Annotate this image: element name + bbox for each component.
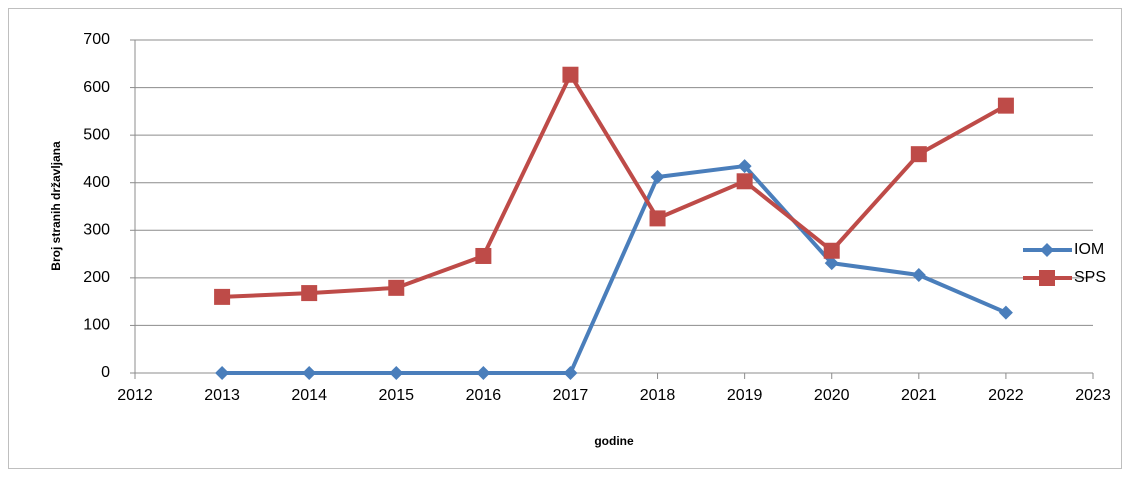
x-tick-label: 2022 xyxy=(988,387,1024,404)
x-tick-label: 2013 xyxy=(204,387,240,404)
marker xyxy=(302,366,317,380)
marker xyxy=(649,210,666,227)
series-line xyxy=(222,164,1007,375)
y-tick-label: 700 xyxy=(83,31,110,48)
marker xyxy=(823,242,840,259)
x-tick-label: 2016 xyxy=(466,387,502,404)
marker xyxy=(389,366,404,380)
y-tick-label: 300 xyxy=(83,222,110,239)
marker xyxy=(563,366,578,380)
x-tick-label: 2021 xyxy=(901,387,937,404)
marker xyxy=(215,366,230,380)
marker xyxy=(824,256,839,271)
x-axis-title: godine xyxy=(594,434,634,448)
marker xyxy=(650,170,665,185)
marker xyxy=(737,159,752,174)
x-tick-label: 2012 xyxy=(117,387,153,404)
y-tick-label: 0 xyxy=(101,364,110,381)
marker xyxy=(998,305,1013,320)
marker xyxy=(736,173,753,190)
y-tick-label: 100 xyxy=(83,317,110,334)
marker xyxy=(910,146,927,163)
marker xyxy=(1040,243,1054,257)
y-axis-title: Broj stranih državljana xyxy=(49,141,63,271)
marker xyxy=(475,247,492,264)
x-tick-label: 2023 xyxy=(1075,387,1111,404)
legend-label: IOM xyxy=(1074,241,1104,258)
x-tick-label: 2014 xyxy=(291,387,327,404)
marker xyxy=(911,268,926,283)
y-tick-label: 400 xyxy=(83,174,110,191)
x-tick-label: 2020 xyxy=(814,387,850,404)
y-tick-label: 500 xyxy=(83,126,110,143)
marker xyxy=(388,279,405,296)
x-tick-label: 2018 xyxy=(640,387,676,404)
series-line xyxy=(222,72,1007,299)
x-tick-label: 2017 xyxy=(553,387,589,404)
x-tick-label: 2019 xyxy=(727,387,763,404)
x-tick-label: 2015 xyxy=(378,387,414,404)
marker xyxy=(562,66,579,83)
marker xyxy=(997,97,1014,114)
marker xyxy=(1039,270,1055,286)
marker xyxy=(476,366,491,380)
legend-label: SPS xyxy=(1074,269,1106,286)
marker xyxy=(214,288,231,305)
y-tick-label: 200 xyxy=(83,269,110,286)
marker xyxy=(301,285,318,302)
y-tick-label: 600 xyxy=(83,79,110,96)
